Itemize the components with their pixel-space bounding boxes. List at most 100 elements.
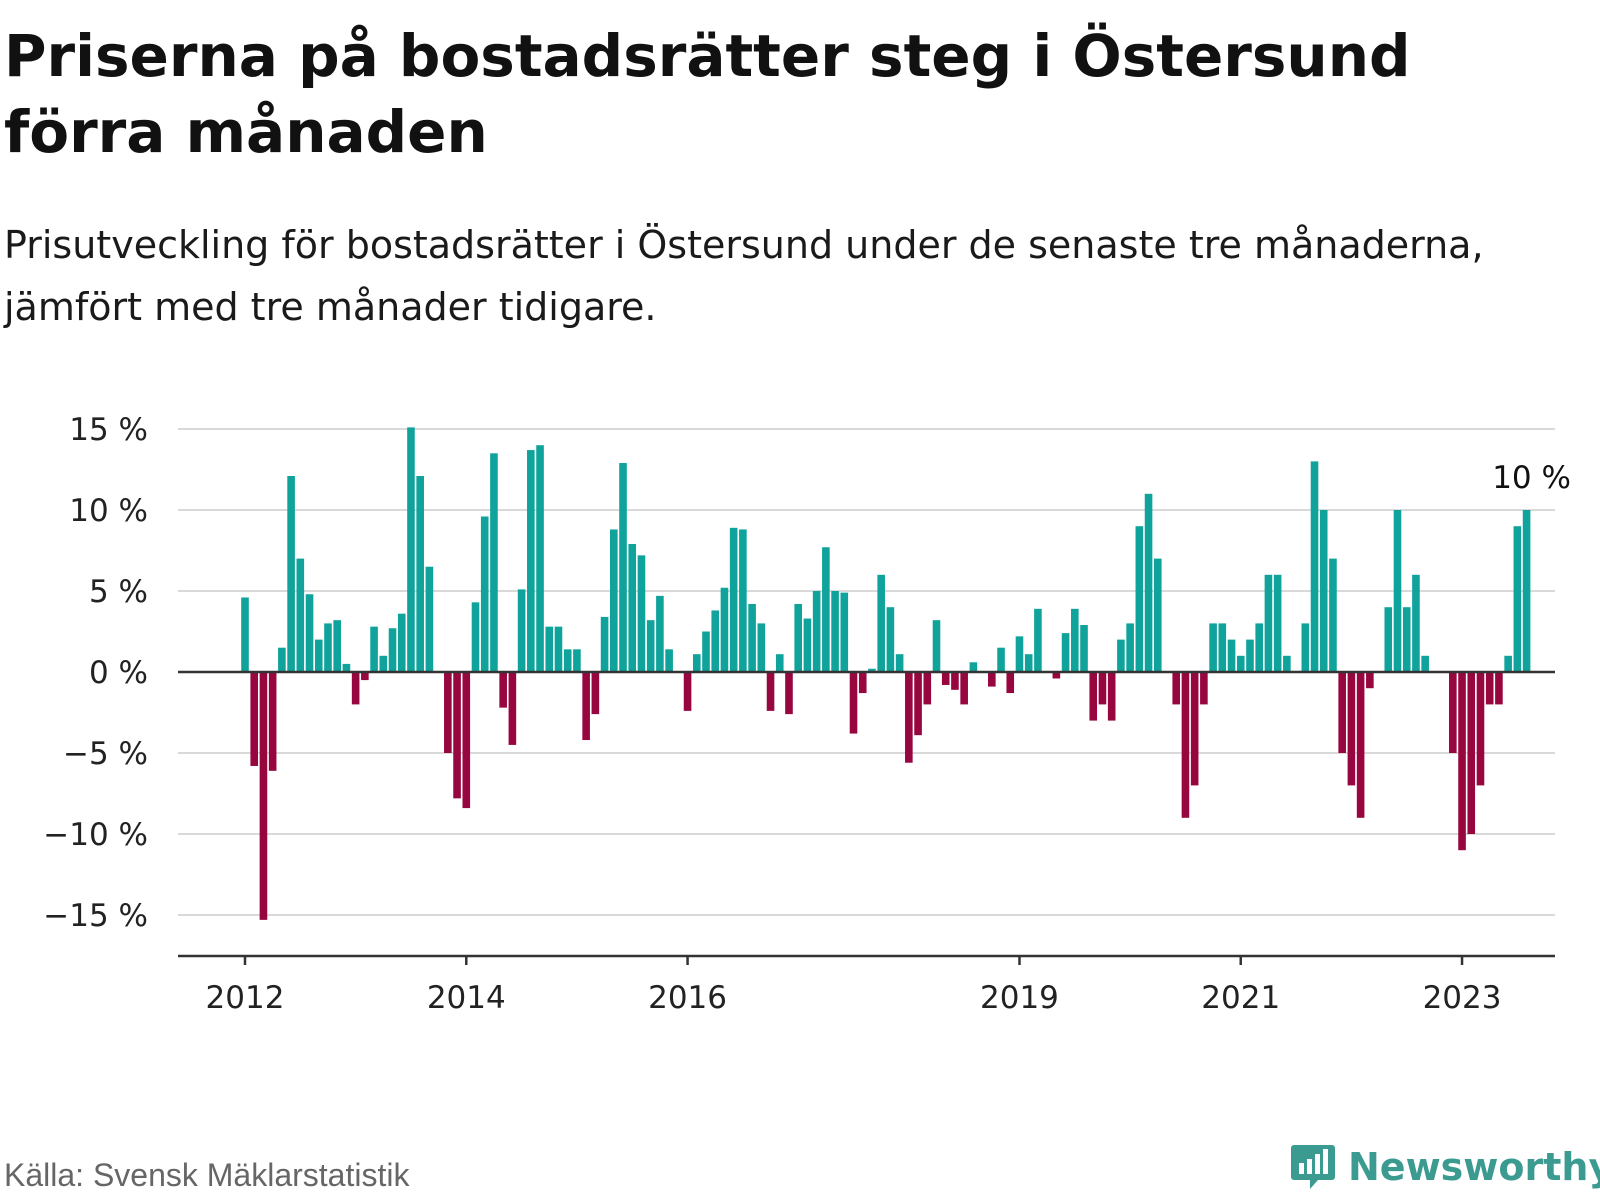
bar: [397, 613, 406, 672]
x-tick-label: 2021: [1201, 980, 1280, 1016]
bar: [1329, 558, 1337, 672]
bar: [1052, 672, 1061, 679]
bar: [711, 610, 720, 672]
bar: [739, 529, 747, 672]
bar: [1080, 625, 1088, 672]
bar: [554, 626, 563, 672]
bar: [923, 672, 932, 705]
bar: [757, 623, 766, 672]
bar: [324, 623, 332, 672]
bar: [895, 654, 904, 672]
bar: [287, 475, 295, 672]
bar: [1449, 672, 1457, 753]
bar: [1172, 672, 1181, 705]
bar: [1458, 672, 1466, 851]
bar: [692, 654, 701, 672]
bar: [259, 672, 268, 920]
x-tick-label: 2012: [206, 980, 285, 1016]
bar: [628, 544, 637, 672]
bar: [1034, 608, 1042, 672]
bar: [785, 672, 793, 715]
bar: [1255, 623, 1263, 672]
chart-subtitle: Prisutveckling för bostadsrätter i Öster…: [4, 223, 1484, 329]
newsworthy-logo-icon: [1291, 1145, 1335, 1189]
x-axis: 2012 2014 2016 2019 2021 2023: [178, 954, 1555, 1016]
bar: [388, 628, 397, 672]
y-tick-label: 10 %: [69, 493, 148, 529]
bar: [490, 453, 498, 672]
bar: [545, 626, 554, 672]
bar: [969, 662, 978, 672]
y-axis-labels: 15 % 10 % 5 % 0 % −5 % −10 % −15 %: [43, 412, 148, 934]
bar: [361, 672, 369, 681]
y-tick-label: 5 %: [89, 574, 148, 610]
bar: [1218, 623, 1227, 672]
bar: [1006, 672, 1015, 694]
bar: [508, 672, 517, 745]
y-tick-label: 0 %: [89, 655, 148, 691]
bar: [1347, 672, 1356, 786]
bar: [1319, 510, 1328, 672]
y-tick-label: −10 %: [43, 817, 148, 853]
bar: [1495, 672, 1503, 705]
bar: [849, 672, 858, 734]
x-tick-label: 2023: [1423, 980, 1502, 1016]
y-tick-label: −15 %: [43, 898, 148, 934]
bar: [951, 672, 959, 690]
chart-title: Priserna på bostadsrätter steg i Östersu…: [4, 22, 1411, 166]
bar: [1200, 672, 1208, 705]
bar: [1126, 623, 1134, 672]
bar: [1264, 574, 1273, 672]
brand-logo: Newsworthy: [1290, 1143, 1600, 1191]
bar: [1366, 672, 1374, 689]
bar: [941, 672, 950, 685]
bar: [1504, 655, 1512, 672]
bar: [1301, 623, 1310, 672]
bar-chart: 15 %10 %5 %0 %−5 %−10 %−15 % 2012 2014 201…: [43, 412, 1571, 1016]
bar: [379, 655, 388, 672]
bar: [1356, 672, 1365, 818]
bar: [1522, 510, 1531, 672]
bar: [960, 672, 968, 705]
bar: [812, 591, 821, 672]
bar: [656, 595, 664, 672]
bar: [1246, 639, 1254, 672]
bar: [591, 672, 600, 715]
bar: [748, 603, 756, 672]
bar: [683, 672, 692, 711]
bar: [471, 602, 480, 672]
bar: [619, 463, 627, 672]
bar: [462, 672, 471, 809]
bar: [1236, 655, 1245, 672]
bar: [610, 529, 618, 672]
bar: [517, 589, 526, 672]
x-tick-label: 2014: [427, 980, 506, 1016]
x-tick-label: 2019: [980, 980, 1059, 1016]
bar: [1273, 574, 1282, 672]
bar: [499, 672, 507, 708]
bar: [914, 672, 922, 736]
last-value-label: 10 %: [1492, 460, 1571, 496]
bar: [1144, 493, 1153, 672]
bar: [997, 647, 1005, 672]
bar: [305, 594, 314, 672]
bar: [775, 654, 784, 672]
bar: [877, 574, 885, 672]
bar: [1338, 672, 1346, 753]
brand-name: Newsworthy: [1348, 1145, 1600, 1189]
bar: [314, 639, 323, 672]
bar: [1209, 623, 1217, 672]
bar: [425, 566, 434, 672]
bar: [1412, 574, 1420, 672]
bar: [1393, 510, 1402, 672]
annotations: 10 %: [1492, 460, 1571, 496]
bar: [1384, 607, 1393, 672]
bar: [582, 672, 590, 741]
bar: [536, 445, 544, 672]
bar: [822, 547, 830, 672]
bar: [453, 672, 461, 799]
bar: [296, 558, 305, 672]
bar: [563, 649, 572, 672]
bar: [416, 475, 424, 672]
bar: [1227, 639, 1236, 672]
